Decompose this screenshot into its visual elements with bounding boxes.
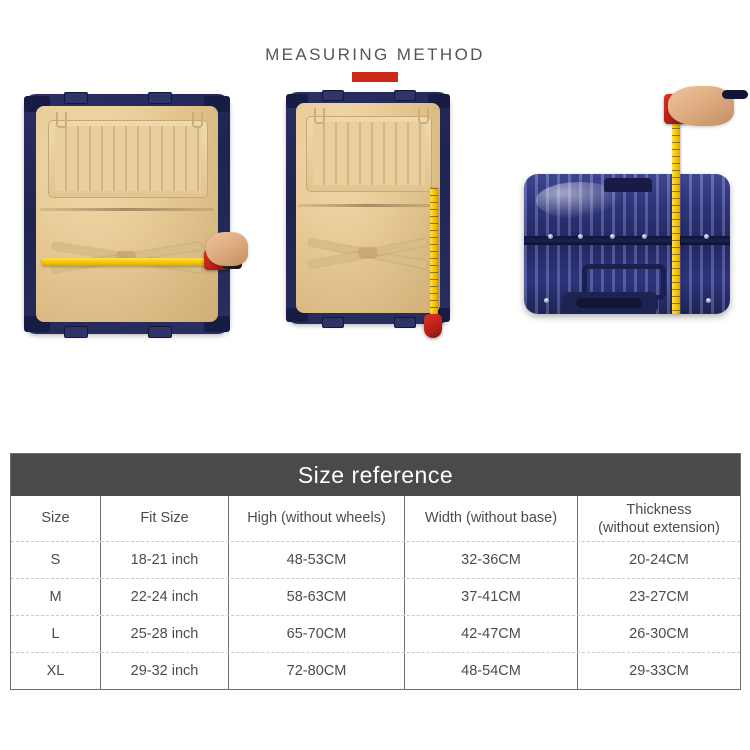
column-header-thickness: Thickness (without extension) xyxy=(578,496,740,541)
cell-width: 48-54CM xyxy=(405,653,578,689)
rivet xyxy=(704,234,709,239)
rivet xyxy=(642,234,647,239)
cell-fit-size: 29-32 inch xyxy=(101,653,229,689)
latch xyxy=(64,326,88,338)
column-header-thickness-line2: (without extension) xyxy=(598,519,720,536)
lid-hook xyxy=(418,108,429,124)
measurement-photo-strip xyxy=(0,86,750,356)
photo-open-suitcase-height xyxy=(272,88,472,356)
latch xyxy=(148,92,172,104)
lid-hook xyxy=(56,112,67,128)
strap-buckle xyxy=(360,248,376,257)
column-header-high: High (without wheels) xyxy=(229,496,405,541)
rivet xyxy=(610,234,615,239)
lid-hook xyxy=(192,112,203,128)
cell-width: 42-47CM xyxy=(405,616,578,652)
strap-buckle xyxy=(118,252,134,261)
lid-elastic-ribs xyxy=(313,122,425,185)
latch xyxy=(64,92,88,104)
table-row: L 25-28 inch 65-70CM 42-47CM 26-30CM xyxy=(11,615,740,652)
cell-high: 48-53CM xyxy=(229,542,405,578)
cell-thickness: 20-24CM xyxy=(629,551,689,568)
cell-thickness: 29-33CM xyxy=(629,662,689,679)
table-row: M 22-24 inch 58-63CM 37-41CM 23-27CM xyxy=(11,578,740,615)
cell-size: S xyxy=(11,542,101,578)
case-hinge-line xyxy=(298,204,438,207)
table-header-row: Size Fit Size High (without wheels) Widt… xyxy=(11,496,740,541)
cell-thickness: 26-30CM xyxy=(629,625,689,642)
cell-fit-size: 18-21 inch xyxy=(101,542,229,578)
latch xyxy=(394,317,416,328)
latch xyxy=(148,326,172,338)
title-underline-rule xyxy=(352,72,398,82)
rivet xyxy=(548,234,553,239)
cell-size: M xyxy=(11,579,101,615)
rivet xyxy=(544,298,549,303)
tape-measure-horizontal xyxy=(42,258,212,266)
cell-fit-size: 25-28 inch xyxy=(101,616,229,652)
cell-high: 65-70CM xyxy=(229,616,405,652)
suitcase-body-closed xyxy=(524,174,730,314)
photo-closed-suitcase-thickness xyxy=(500,86,748,340)
lid-hook xyxy=(314,108,325,124)
case-hinge-line xyxy=(40,208,214,211)
tape-measure-vertical xyxy=(672,114,680,314)
tape-measure-ticks xyxy=(430,188,438,316)
cell-fit-size: 22-24 inch xyxy=(101,579,229,615)
column-header-width: Width (without base) xyxy=(405,496,578,541)
cell-thickness: 23-27CM xyxy=(629,588,689,605)
rivet xyxy=(578,234,583,239)
latch xyxy=(394,90,416,101)
table-row: S 18-21 inch 48-53CM 32-36CM 20-24CM xyxy=(11,541,740,578)
lid-mesh-panel xyxy=(306,116,432,192)
latch xyxy=(322,90,344,101)
column-header-size: Size xyxy=(11,496,101,541)
cell-high: 72-80CM xyxy=(229,653,405,689)
cell-high: 58-63CM xyxy=(229,579,405,615)
center-frame-line xyxy=(524,236,730,245)
cell-width: 32-36CM xyxy=(405,542,578,578)
open-suitcase-illustration xyxy=(8,90,248,340)
closed-suitcase-illustration xyxy=(500,86,748,340)
tape-measure-vertical xyxy=(430,188,438,316)
tape-measure-ticks xyxy=(672,114,680,314)
tape-measure-case xyxy=(424,314,442,338)
page-header: MEASURING METHOD xyxy=(0,44,750,82)
cell-width: 37-41CM xyxy=(405,579,578,615)
open-suitcase-illustration xyxy=(272,88,472,356)
top-carry-handle xyxy=(604,178,652,192)
latch xyxy=(322,317,344,328)
telescoping-handle-tip xyxy=(722,90,748,99)
page-title: MEASURING METHOD xyxy=(265,45,485,64)
table-row: XL 29-32 inch 72-80CM 48-54CM 29-33CM xyxy=(11,652,740,689)
cell-size: L xyxy=(11,616,101,652)
lid-mesh-panel xyxy=(48,120,208,198)
cell-size: XL xyxy=(11,653,101,689)
trolley-bar xyxy=(576,298,642,308)
hand xyxy=(206,232,248,266)
column-header-fit-size: Fit Size xyxy=(101,496,229,541)
rivet xyxy=(706,298,711,303)
column-header-thickness-line1: Thickness xyxy=(626,501,692,518)
size-reference-table: Size reference Size Fit Size High (witho… xyxy=(10,453,741,690)
photo-open-suitcase-width xyxy=(8,90,248,340)
lid-elastic-ribs xyxy=(55,126,201,191)
table-banner: Size reference xyxy=(11,454,740,496)
